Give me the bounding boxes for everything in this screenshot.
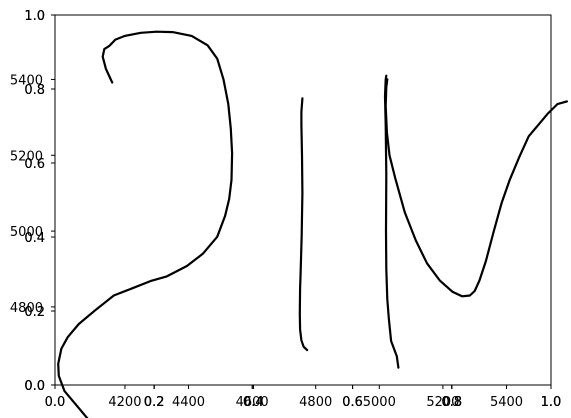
y-tick-label-middle-2: 0.4 bbox=[24, 231, 45, 246]
y-tick-label-outer-0: 0.0 bbox=[24, 379, 45, 394]
y-tick-label-outer-4: 0.8 bbox=[24, 83, 45, 98]
x-tick-label-inner-2: 0.6 bbox=[342, 395, 363, 410]
y-tick-label-middle-5: 1.0 bbox=[24, 9, 45, 24]
x-tick-label-inner-3: 0.8 bbox=[441, 395, 462, 410]
y-tick-label-data-3: 5400 bbox=[10, 73, 43, 88]
stroke-line-3 bbox=[383, 74, 400, 369]
stroke-line-0 bbox=[57, 30, 234, 418]
y-tick-label-middle-0: 0.0 bbox=[24, 379, 45, 394]
x-tick-label-inner-4: 1.0 bbox=[541, 395, 562, 410]
y-tick-label-inner-1: 1.0 bbox=[24, 9, 45, 24]
x-tick-label-middle-3: 0.6 bbox=[342, 395, 363, 410]
stroke-layer bbox=[57, 30, 569, 418]
x-tick-label-data-6: 5400 bbox=[490, 395, 523, 410]
x-tick-label-data-4: 5000 bbox=[363, 395, 396, 410]
x-tick-label-data-5: 5200 bbox=[426, 395, 459, 410]
stroke-line-1 bbox=[298, 97, 309, 352]
y-tick-label-outer-2: 0.4 bbox=[24, 231, 45, 246]
x-tick-label-outer-4: 0.8 bbox=[441, 395, 462, 410]
x-tick-label-inner-0: 0.2 bbox=[144, 395, 165, 410]
y-tick-label-inner-0: 0.0 bbox=[24, 379, 45, 394]
y-tick-label-data-1: 5000 bbox=[10, 225, 43, 240]
x-tick-label-data-3: 4800 bbox=[299, 395, 332, 410]
x-tick-label-middle-1: 0.2 bbox=[144, 395, 165, 410]
y-tick-label-middle-3: 0.6 bbox=[24, 157, 45, 172]
y-tick-label-outer-3: 0.6 bbox=[24, 157, 45, 172]
y-tick-label-middle-1: 0.2 bbox=[24, 305, 45, 320]
tick-layer: 0.0 0.2 0.4 0.6 0.8 1.00.00.20.40.60.81.00.0 0… bbox=[10, 9, 561, 410]
x-tick-label-outer-3: 0.6 bbox=[342, 395, 363, 410]
x-tick-label-middle-5: 1.0 bbox=[541, 395, 562, 410]
x-tick-label-outer-5: 1.0 bbox=[541, 395, 562, 410]
x-tick-label-middle-0: 0.0 bbox=[45, 395, 66, 410]
x-tick-label-data-1: 4400 bbox=[172, 395, 205, 410]
y-tick-label-middle-4: 0.8 bbox=[24, 83, 45, 98]
x-tick-label-outer-0: 0.0 bbox=[45, 395, 66, 410]
y-tick-label-outer-1: 0.2 bbox=[24, 305, 45, 320]
y-tick-label-outer-5: 1.0 bbox=[24, 9, 45, 24]
y-tick-label-data-2: 5200 bbox=[10, 149, 43, 164]
plot-frame bbox=[54, 14, 552, 386]
x-tick-label-outer-1: 0.2 bbox=[144, 395, 165, 410]
stroke-line-2 bbox=[384, 78, 569, 298]
x-tick-label-middle-4: 0.8 bbox=[441, 395, 462, 410]
x-tick-label-inner-1: 0.4 bbox=[243, 395, 264, 410]
x-tick-label-data-2: 4600 bbox=[236, 395, 269, 410]
y-tick-label-data-0: 4800 bbox=[10, 301, 43, 316]
x-tick-label-data-0: 4200 bbox=[108, 395, 141, 410]
x-tick-label-outer-2: 0.4 bbox=[243, 395, 264, 410]
x-tick-label-middle-2: 0.4 bbox=[243, 395, 264, 410]
